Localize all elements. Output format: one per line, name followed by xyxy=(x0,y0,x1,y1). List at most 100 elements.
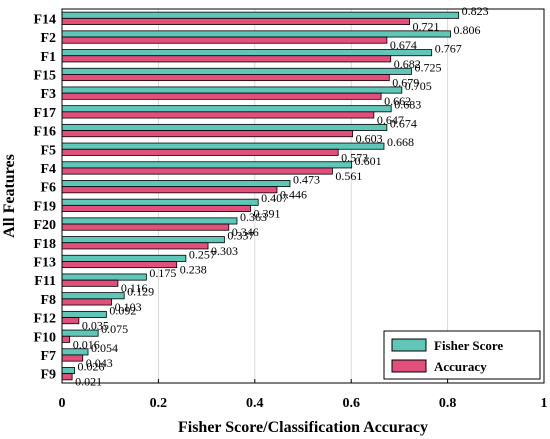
data-label-fisher-score: 0.175 xyxy=(149,266,176,280)
data-label-fisher-score: 0.129 xyxy=(127,285,154,299)
data-label-fisher-score: 0.806 xyxy=(453,23,480,37)
y-category-label: F18 xyxy=(33,237,56,252)
data-label-accuracy: 0.446 xyxy=(280,188,307,202)
y-category-label: F16 xyxy=(33,125,56,140)
bar-accuracy xyxy=(61,111,375,119)
legend-swatch-fisher-score xyxy=(391,338,427,352)
bar-fisher-score xyxy=(61,67,412,75)
data-label-accuracy: 0.682 xyxy=(394,57,421,71)
bar-fisher-score xyxy=(61,367,75,375)
y-category-label: F14 xyxy=(33,12,56,27)
data-label-accuracy: 0.674 xyxy=(390,38,417,52)
data-label-accuracy: 0.303 xyxy=(211,244,238,258)
bar-accuracy xyxy=(61,373,73,381)
y-category-label: F1 xyxy=(40,50,56,65)
bar-fisher-score xyxy=(61,198,259,206)
x-tick-label: 0.4 xyxy=(246,396,264,411)
y-category-label: F5 xyxy=(40,143,56,158)
x-tick-label: 0.6 xyxy=(342,396,360,411)
plot-frame xyxy=(61,8,545,384)
data-label-accuracy: 0.721 xyxy=(413,19,440,33)
bar-accuracy xyxy=(61,279,119,287)
bar-accuracy xyxy=(61,298,113,306)
bar-fisher-score xyxy=(61,142,385,150)
bar-fisher-score xyxy=(61,273,147,281)
y-category-label: F11 xyxy=(34,274,56,289)
legend: Fisher Score Accuracy xyxy=(383,330,541,380)
data-label-fisher-score: 0.257 xyxy=(189,247,216,261)
y-axis-title: All Features xyxy=(1,154,18,238)
data-label-fisher-score: 0.823 xyxy=(462,4,489,18)
bar-fisher-score xyxy=(61,86,403,94)
data-label-accuracy: 0.116 xyxy=(121,281,148,295)
data-label-accuracy: 0.662 xyxy=(384,94,411,108)
data-label-accuracy: 0.238 xyxy=(180,262,207,276)
bar-accuracy xyxy=(61,167,333,175)
x-tick-label: 0.8 xyxy=(439,396,457,411)
y-category-label: F15 xyxy=(33,68,56,83)
bar-fisher-score xyxy=(61,11,460,19)
data-label-accuracy: 0.035 xyxy=(82,319,109,333)
x-tick-label: 1 xyxy=(541,396,548,411)
y-category-label: F20 xyxy=(33,218,56,233)
bar-fisher-score xyxy=(61,236,225,244)
data-label-accuracy: 0.391 xyxy=(253,206,280,220)
bar-accuracy xyxy=(61,186,278,194)
bar-accuracy xyxy=(61,317,80,325)
data-label-accuracy: 0.103 xyxy=(115,300,142,314)
data-label-fisher-score: 0.674 xyxy=(390,116,417,130)
data-label-accuracy: 0.346 xyxy=(232,225,259,239)
data-label-fisher-score: 0.407 xyxy=(261,191,288,205)
data-label-accuracy: 0.021 xyxy=(75,375,102,389)
data-label-accuracy: 0.043 xyxy=(86,356,113,370)
legend-label-fisher-score: Fisher Score xyxy=(434,338,503,353)
bar-fisher-score xyxy=(61,105,392,113)
legend-swatch-accuracy xyxy=(391,359,427,373)
y-category-label: F17 xyxy=(33,106,56,121)
data-label-fisher-score: 0.092 xyxy=(109,303,136,317)
bar-accuracy xyxy=(61,36,388,44)
data-label-accuracy: 0.603 xyxy=(356,132,383,146)
y-category-label: F4 xyxy=(40,162,56,177)
data-label-fisher-score: 0.705 xyxy=(405,79,432,93)
data-label-accuracy: 0.573 xyxy=(341,150,368,164)
bar-fisher-score xyxy=(61,30,451,38)
bar-accuracy xyxy=(61,55,392,63)
bar-fisher-score xyxy=(61,217,238,225)
bar-fisher-score xyxy=(61,310,107,318)
data-label-fisher-score: 0.767 xyxy=(435,42,462,56)
bar-accuracy xyxy=(61,204,251,212)
data-label-fisher-score: 0.026 xyxy=(78,359,105,373)
x-axis-title: Fisher Score/Classification Accuracy xyxy=(178,419,428,436)
bar-accuracy xyxy=(61,92,382,100)
bar-accuracy xyxy=(61,74,390,82)
data-label-fisher-score: 0.054 xyxy=(91,341,118,355)
data-label-accuracy: 0.679 xyxy=(392,75,419,89)
y-category-label: F13 xyxy=(33,255,56,270)
y-category-label: F19 xyxy=(33,199,56,214)
data-label-fisher-score: 0.363 xyxy=(240,210,267,224)
bar-accuracy xyxy=(61,223,230,231)
y-category-label: F9 xyxy=(40,368,56,383)
data-label-fisher-score: 0.668 xyxy=(387,135,414,149)
data-label-fisher-score: 0.725 xyxy=(414,60,441,74)
y-category-label: F3 xyxy=(40,87,56,102)
y-category-label: F12 xyxy=(33,312,56,327)
bar-fisher-score xyxy=(61,49,433,57)
x-tick-label: 0 xyxy=(59,396,66,411)
y-category-label: F6 xyxy=(40,181,56,196)
bar-fisher-score xyxy=(61,180,291,188)
bar-accuracy xyxy=(61,242,209,250)
y-category-label: F8 xyxy=(40,293,56,308)
data-labels: 0.823 0.721 0.806 0.674 0.767 0.6820.7250.679… xyxy=(73,4,489,389)
axes: 0 0.2 0.4 0.6 0.8 1 F14 F2 F1 F15 F3 F17 F16 F5 F4 F6 F1… xyxy=(33,12,547,411)
bar-fisher-score xyxy=(61,254,187,262)
data-label-fisher-score: 0.337 xyxy=(227,229,254,243)
bar-accuracy xyxy=(61,17,410,25)
bar-accuracy xyxy=(61,130,354,138)
data-label-fisher-score: 0.683 xyxy=(394,98,421,112)
x-tick-label: 0.2 xyxy=(150,396,168,411)
bar-accuracy xyxy=(61,148,339,156)
